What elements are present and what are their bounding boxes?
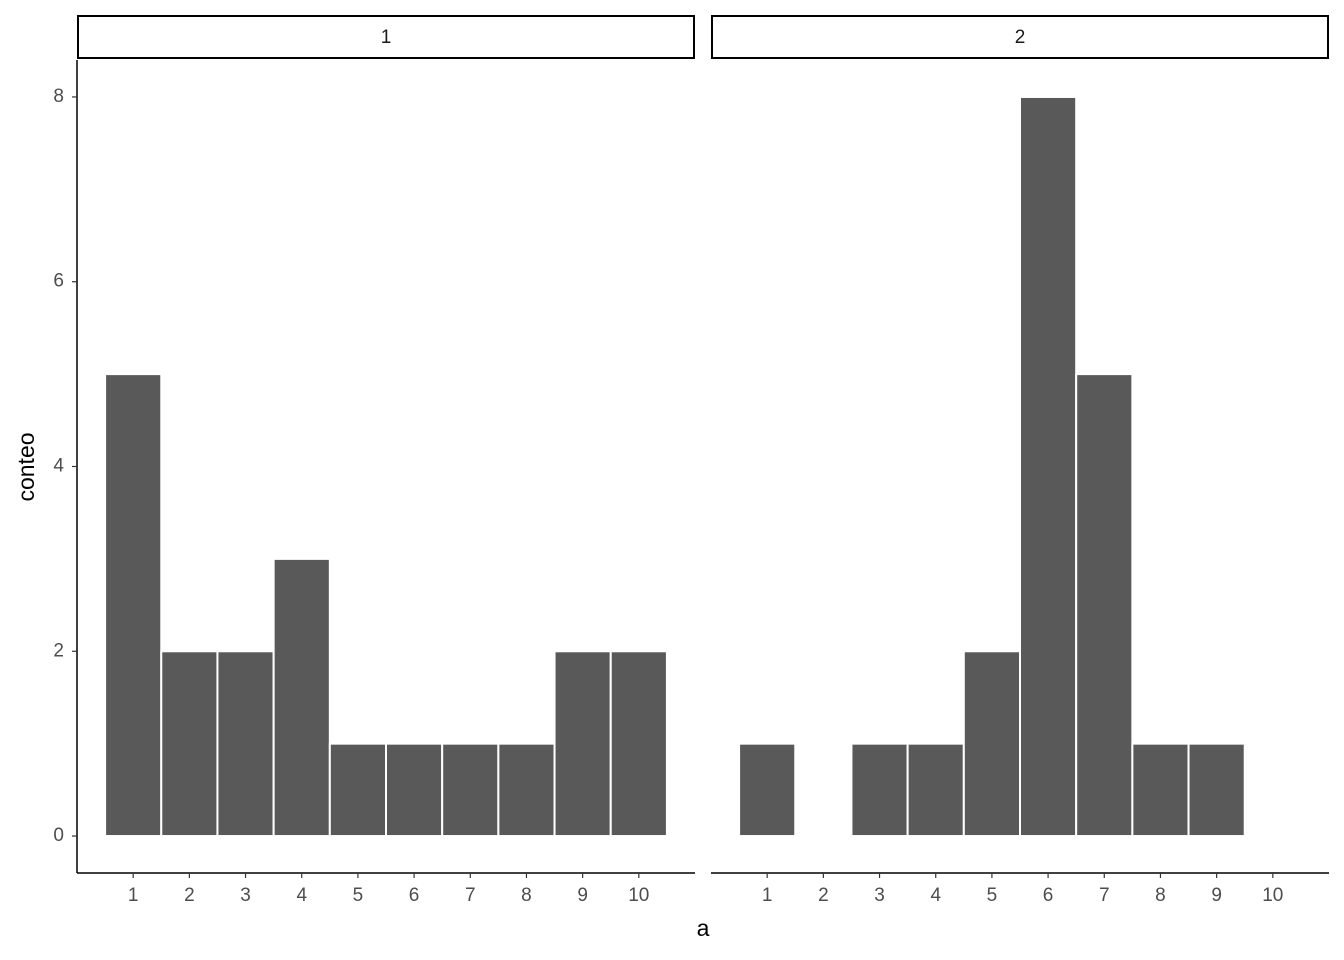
x-tick-label: 9 (1211, 885, 1222, 906)
strip-box (77, 15, 695, 59)
bar (738, 742, 797, 838)
y-tick-label: 0 (53, 825, 64, 846)
x-tick-label: 8 (521, 885, 532, 906)
x-tick-label: 8 (1155, 885, 1166, 906)
x-tick-label: 5 (353, 885, 364, 906)
x-tick-label: 3 (874, 885, 885, 906)
x-tick-label: 6 (409, 885, 420, 906)
bar (1131, 742, 1190, 838)
bar (272, 557, 331, 838)
bar (160, 650, 219, 838)
bar (216, 650, 275, 838)
x-tick-label: 10 (628, 885, 649, 906)
x-tick-label: 7 (1099, 885, 1110, 906)
x-tick-label: 2 (184, 885, 195, 906)
bar (441, 742, 500, 838)
bar (906, 742, 965, 838)
x-tick-label: 7 (465, 885, 476, 906)
bar (497, 742, 556, 838)
x-tick-label: 6 (1043, 885, 1054, 906)
bar (962, 650, 1021, 838)
x-tick-label: 3 (240, 885, 251, 906)
y-tick-label: 2 (53, 640, 64, 661)
x-tick-label: 2 (818, 885, 829, 906)
x-tick-label: 9 (577, 885, 588, 906)
x-tick-label: 5 (987, 885, 998, 906)
bar (1019, 95, 1078, 838)
bar (328, 742, 387, 838)
strip-box (711, 15, 1329, 59)
x-tick-label: 4 (296, 885, 307, 906)
x-axis-title: a (697, 915, 710, 941)
bar (850, 742, 909, 838)
x-tick-label: 4 (930, 885, 941, 906)
bar (609, 650, 668, 838)
y-tick-label: 8 (53, 86, 64, 107)
bar (385, 742, 444, 838)
y-tick-label: 4 (53, 456, 64, 477)
y-tick-label: 6 (53, 271, 64, 292)
bar (104, 373, 163, 838)
bar (553, 650, 612, 838)
bar (1187, 742, 1246, 838)
x-tick-label: 1 (762, 885, 773, 906)
bar (1075, 373, 1134, 838)
y-axis-title: conteo (13, 432, 39, 501)
x-tick-label: 10 (1262, 885, 1283, 906)
x-tick-label: 1 (128, 885, 139, 906)
strip-label: 1 (381, 27, 392, 48)
strip-label: 2 (1015, 27, 1026, 48)
